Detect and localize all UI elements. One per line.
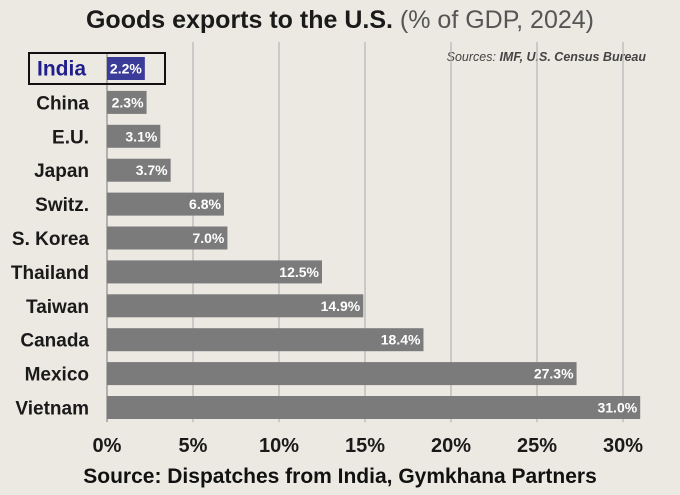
x-tick-label: 5% xyxy=(179,435,208,457)
bar-value-label: 3.7% xyxy=(136,162,168,178)
bar xyxy=(107,90,147,114)
sources-list: IMF, U.S. Census Bureau xyxy=(499,50,646,64)
bar-value-label: 14.9% xyxy=(321,298,361,314)
bar-value-label: 3.1% xyxy=(125,128,157,144)
bar xyxy=(107,294,364,318)
bar-value-label: 2.2% xyxy=(110,61,142,77)
bar-value-label: 2.3% xyxy=(112,94,144,110)
category-label: Switz. xyxy=(35,195,89,216)
sources-note: Sources: IMF, U.S. Census Bureau xyxy=(447,50,646,64)
category-label: Thailand xyxy=(11,263,89,284)
bar-value-label: 27.3% xyxy=(534,366,574,382)
sources-label: Sources: xyxy=(446,50,496,64)
bar-value-label: 12.5% xyxy=(279,264,319,280)
x-tick-label: 30% xyxy=(603,435,643,457)
bar-value-label: 7.0% xyxy=(192,230,224,246)
bar xyxy=(107,362,577,386)
category-label: Japan xyxy=(34,161,89,182)
category-label: Vietnam xyxy=(15,399,89,420)
category-label: Taiwan xyxy=(26,297,89,318)
bar xyxy=(107,57,145,80)
x-tick-label: 10% xyxy=(259,435,299,457)
bar xyxy=(107,260,322,284)
highlight-box xyxy=(28,52,166,85)
category-label: India xyxy=(37,58,86,81)
x-tick-label: 25% xyxy=(517,435,557,457)
chart-title-main: Goods exports to the U.S. xyxy=(85,6,393,34)
category-label: Canada xyxy=(20,331,89,352)
bar xyxy=(107,396,641,419)
category-label: China xyxy=(36,93,89,114)
bar xyxy=(107,328,424,352)
category-label: S. Korea xyxy=(12,229,90,250)
x-tick-label: 20% xyxy=(431,435,471,457)
bar-value-label: 31.0% xyxy=(597,400,637,416)
chart-title-subtitle: (% of GDP, 2024) xyxy=(399,6,595,34)
bar xyxy=(107,192,224,216)
category-label: E.U. xyxy=(52,127,89,148)
x-tick-label: 0% xyxy=(93,435,122,457)
bar xyxy=(107,124,161,148)
category-label: Mexico xyxy=(25,365,89,386)
bar-value-label: 18.4% xyxy=(381,332,421,348)
footer-source: Source: Dispatches from India, Gymkhana … xyxy=(83,465,597,488)
x-tick-label: 15% xyxy=(345,435,385,457)
bar-value-label: 6.8% xyxy=(189,196,221,212)
bar xyxy=(107,226,228,250)
bar xyxy=(107,158,171,182)
chart-title: Goods exports to the U.S. (% of GDP, 202… xyxy=(0,6,680,35)
